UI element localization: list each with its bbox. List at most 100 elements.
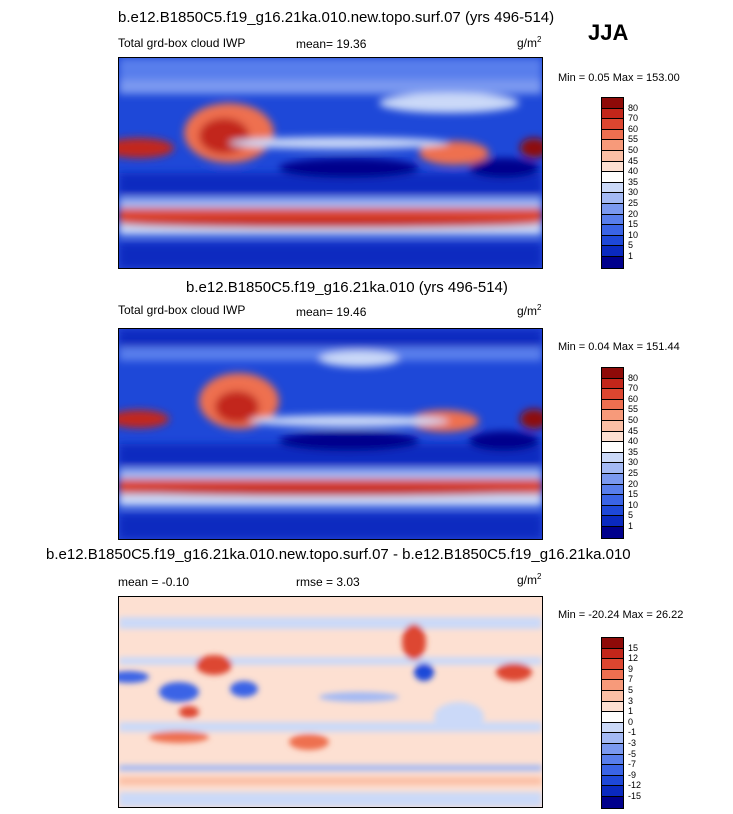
- colorbar-label: 20: [628, 478, 639, 489]
- panel-3-colorbar-swatch: [602, 680, 623, 691]
- colorbar-label: -9: [628, 769, 637, 780]
- panel-2-colorbar-swatch: [602, 526, 623, 538]
- units-base: g/m: [517, 573, 538, 587]
- panel-1-colorbar-swatch: [602, 203, 623, 215]
- panel-3-colorbar: [601, 637, 624, 809]
- colorbar-label: 10: [628, 229, 639, 240]
- panel-1-colorbar-swatch: [602, 119, 623, 130]
- colorbar-label: 5: [628, 240, 634, 251]
- panel-2-colorbar-swatch: [602, 463, 623, 474]
- panel-3-colorbar-swatch: [602, 733, 623, 744]
- panel-1-colorbar-swatch: [602, 235, 623, 247]
- panel-3-colorbar-swatch: [602, 659, 623, 670]
- colorbar-label: 1: [628, 521, 634, 531]
- units-exponent: 2: [537, 303, 542, 312]
- colorbar-label: 3: [628, 695, 634, 706]
- colorbar-label: -7: [628, 759, 637, 770]
- season-label: JJA: [588, 20, 629, 45]
- panel-2-colorbar-swatch: [602, 442, 623, 453]
- panel-1-colorbar-swatch: [602, 182, 623, 194]
- panel-2-map-plot: [119, 329, 542, 539]
- colorbar-label: 35: [628, 446, 639, 457]
- panel-1-map: [118, 57, 543, 269]
- panel-2-field: [119, 329, 542, 539]
- map-background: [119, 597, 542, 807]
- panel-1-field: [119, 58, 542, 268]
- panel-3-rmse: rmse = 3.03: [296, 575, 360, 589]
- panel-1-colorbar-swatch: [602, 193, 623, 204]
- panel-2-minmax: Min = 0.04 Max = 151.44: [558, 341, 680, 353]
- colorbar-label: 5: [628, 510, 634, 521]
- panel-2-colorbar: [601, 367, 624, 539]
- panel-2-units: g/m2: [517, 303, 541, 318]
- panel-2-colorbar-swatch: [602, 495, 623, 506]
- colorbar-label: 7: [628, 674, 634, 685]
- colorbar-label: 40: [628, 166, 639, 177]
- panel-2-map: [118, 328, 543, 540]
- panel-2-colorbar-swatch: [602, 368, 623, 379]
- panel-3-colorbar-swatch: [602, 722, 623, 734]
- panel-1-colorbar-swatch: [602, 161, 623, 173]
- panel-1-colorbar-swatch: [602, 150, 623, 162]
- panel-1-colorbar-swatch: [602, 108, 623, 120]
- colorbar-label: 55: [628, 404, 639, 415]
- panel-3-colorbar-swatch: [602, 669, 623, 681]
- panel-3-colorbar-swatch: [602, 754, 623, 766]
- colorbar-label: 80: [628, 102, 639, 113]
- panel-3-mean: mean = -0.10: [118, 575, 190, 589]
- colorbar-label: 45: [628, 425, 639, 436]
- panel-3-colorbar-swatch: [602, 638, 623, 649]
- panel-2-title: b.e12.B1850C5.f19_g16.21ka.010 (yrs 496-…: [186, 279, 508, 296]
- colorbar-label: 40: [628, 436, 639, 447]
- colorbar-label: 60: [628, 123, 639, 134]
- colorbar-label: -3: [628, 738, 637, 748]
- colorbar-label: -12: [628, 780, 642, 791]
- units-exponent: 2: [537, 572, 542, 581]
- panel-1-colorbar-swatch: [602, 246, 623, 257]
- units-base: g/m: [517, 36, 538, 50]
- colorbar-label: -5: [628, 748, 637, 759]
- colorbar-label: 25: [628, 198, 639, 208]
- panel-1-map-plot: [119, 58, 542, 268]
- panel-1-units: g/m2: [517, 35, 541, 50]
- panel-3-colorbar-swatch: [602, 786, 623, 797]
- colorbar-label: 50: [628, 145, 639, 155]
- panel-3-colorbar-swatch: [602, 701, 623, 713]
- panel-2-colorbar-swatch: [602, 399, 623, 411]
- panel-3-map-plot: [119, 597, 542, 807]
- panel-1-minmax: Min = 0.05 Max = 153.00: [558, 72, 680, 84]
- panel-3-units: g/m2: [517, 572, 541, 587]
- units-exponent: 2: [537, 35, 542, 44]
- panel-3-colorbar-swatch: [602, 690, 623, 702]
- colorbar-label: 55: [628, 134, 639, 145]
- colorbar-label: 60: [628, 393, 639, 404]
- panel-1-subtitle: Total grd-box cloud IWP: [118, 36, 246, 50]
- panel-1-colorbar-swatch: [602, 129, 623, 141]
- panel-3-field: [119, 617, 542, 807]
- panel-3-minmax: Min = -20.24 Max = 26.22: [558, 609, 684, 621]
- panel-2-colorbar-swatch: [602, 505, 623, 517]
- panel-3-title: b.e12.B1850C5.f19_g16.21ka.010.new.topo.…: [46, 546, 631, 563]
- panel-2-mean: mean= 19.46: [296, 305, 367, 319]
- colorbar-label: 5: [628, 685, 634, 695]
- colorbar-label: 30: [628, 187, 639, 198]
- panel-2-colorbar-swatch: [602, 452, 623, 464]
- panel-2-subtitle: Total grd-box cloud IWP: [118, 303, 246, 317]
- panel-3-colorbar-swatch: [602, 648, 623, 660]
- panel-2-colorbar-swatch: [602, 473, 623, 485]
- colorbar-label: 25: [628, 468, 639, 478]
- colorbar-label: 1: [628, 251, 634, 261]
- panel-1-colorbar: [601, 97, 624, 269]
- panel-1-colorbar-swatch: [602, 140, 623, 151]
- panel-1-colorbar-swatch: [602, 98, 623, 109]
- panel-2-colorbar-swatch: [602, 431, 623, 443]
- panel-3-colorbar-swatch: [602, 796, 623, 808]
- panel-2-colorbar-swatch: [602, 410, 623, 421]
- panel-3-colorbar-swatch: [602, 743, 623, 755]
- panel-1-colorbar-swatch: [602, 172, 623, 183]
- panel-1-colorbar-swatch: [602, 256, 623, 268]
- panel-3-colorbar-swatch: [602, 775, 623, 787]
- colorbar-label: -1: [628, 727, 637, 738]
- panel-1-colorbar-swatch: [602, 214, 623, 226]
- panel-2-colorbar-swatch: [602, 484, 623, 496]
